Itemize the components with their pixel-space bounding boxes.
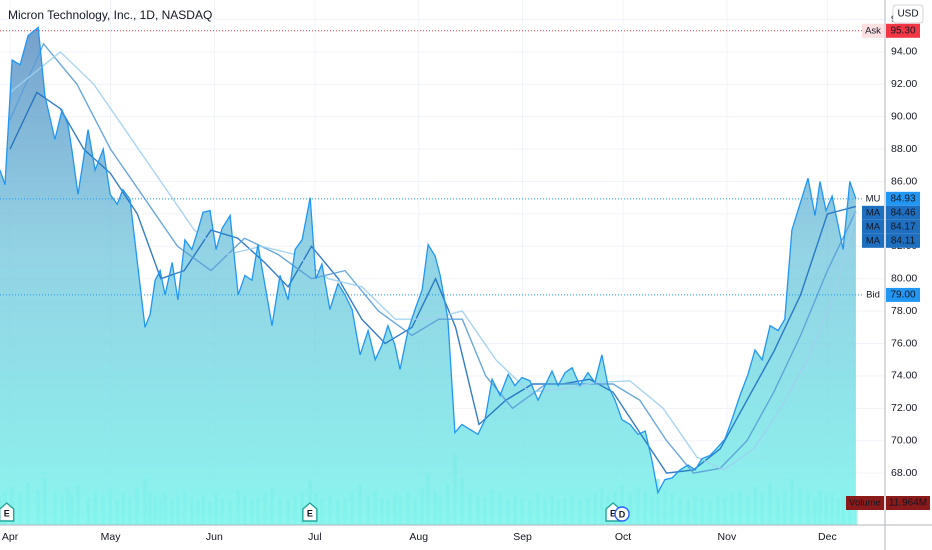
plot [0,26,885,525]
tag-name-box [862,205,884,220]
event-label: D [619,509,626,519]
price-tags: Ask 95.30 Bid 79.00 MU 84.93 MA 84.46 MA 84.17 MA 8… [0,23,930,522]
y-tick-label: 94.00 [891,46,917,58]
tag-value-box [886,287,920,302]
y-tick-label: 92.00 [891,78,917,90]
y-tick-label: 72.00 [891,402,917,414]
x-tick-label: Jul [308,531,321,543]
tag-name-box [862,23,884,38]
tag-value: 84.93 [890,193,915,204]
tag-name-box [862,233,884,248]
y-tick-label: 88.00 [891,143,917,155]
x-tick-label: Dec [818,531,837,543]
tag-name-box [846,496,884,510]
event-icon [614,506,630,522]
tag-value: 84.11 [891,235,916,246]
tag-value: 95.30 [890,25,915,36]
x-tick-label: Apr [2,531,19,543]
tag-name-box [862,191,884,206]
tag-value-box [886,23,920,38]
tag-value: 84.46 [890,207,915,218]
price-tag: MA 84.17 [862,219,920,234]
x-tick-label: Sep [513,531,532,543]
y-tick-label: 74.00 [891,370,917,382]
x-tick-label: Jun [206,531,223,543]
y-tick-label: 70.00 [891,435,917,447]
x-tick-label: Aug [409,531,428,543]
price-tag: Ask 95.30 [862,23,920,38]
tag-value-box [886,205,920,220]
event-icon [0,502,15,522]
ma-line [9,42,857,474]
area-fill [0,27,856,525]
event-marker: D [614,506,630,522]
tag-value: 84.17 [890,221,915,232]
currency: USD [897,9,918,20]
tag-name: Volume [849,498,881,509]
tag-value: 11.964M [889,498,927,509]
x-tick-label: Nov [718,531,737,543]
tag-value-box [886,496,930,510]
tag-value-box [886,219,920,234]
tag-name: Ask [865,25,881,36]
tag-name: MU [866,193,881,204]
event-label: E [4,508,10,518]
event-marker: E [0,502,15,522]
x-tick-label: May [101,531,122,543]
price-tag: MA 84.46 [862,205,920,220]
y-tick-label: 68.00 [891,467,917,479]
y-tick-label: 90.00 [891,110,917,122]
volume-tag: Volume 11.964M [846,496,930,510]
chart-title: Micron Technology, Inc., 1D, NASDAQ [8,8,212,22]
tag-name: MA [866,207,881,218]
y-tick-label: 78.00 [891,305,917,317]
tag-value-box [886,191,920,206]
event-label: E [610,508,616,518]
tag-value: 79.00 [890,290,915,301]
x-tick-label: Oct [615,531,631,543]
price-tag: MU 84.93 [862,191,920,206]
y-tick-label: 86.00 [891,175,917,187]
tag-name-box [862,219,884,234]
tag-name: MA [866,235,881,246]
tag-value-box [886,233,920,248]
ma-line [9,50,857,471]
price-tag: MA 84.11 [862,233,920,248]
tag-name: Bid [866,289,880,300]
event-label: E [307,508,313,518]
price-line-series [0,26,857,495]
event-marker: E [302,502,318,522]
tag-name-box [862,287,884,302]
ma-line [9,91,857,474]
y-tick-label: 80.00 [891,272,917,284]
y-tick-label: 76.00 [891,337,917,349]
tag-name: MA [866,221,881,232]
currency-box[interactable] [892,4,924,24]
price-tag: Bid 79.00 [862,287,920,302]
event-icon [302,502,318,522]
